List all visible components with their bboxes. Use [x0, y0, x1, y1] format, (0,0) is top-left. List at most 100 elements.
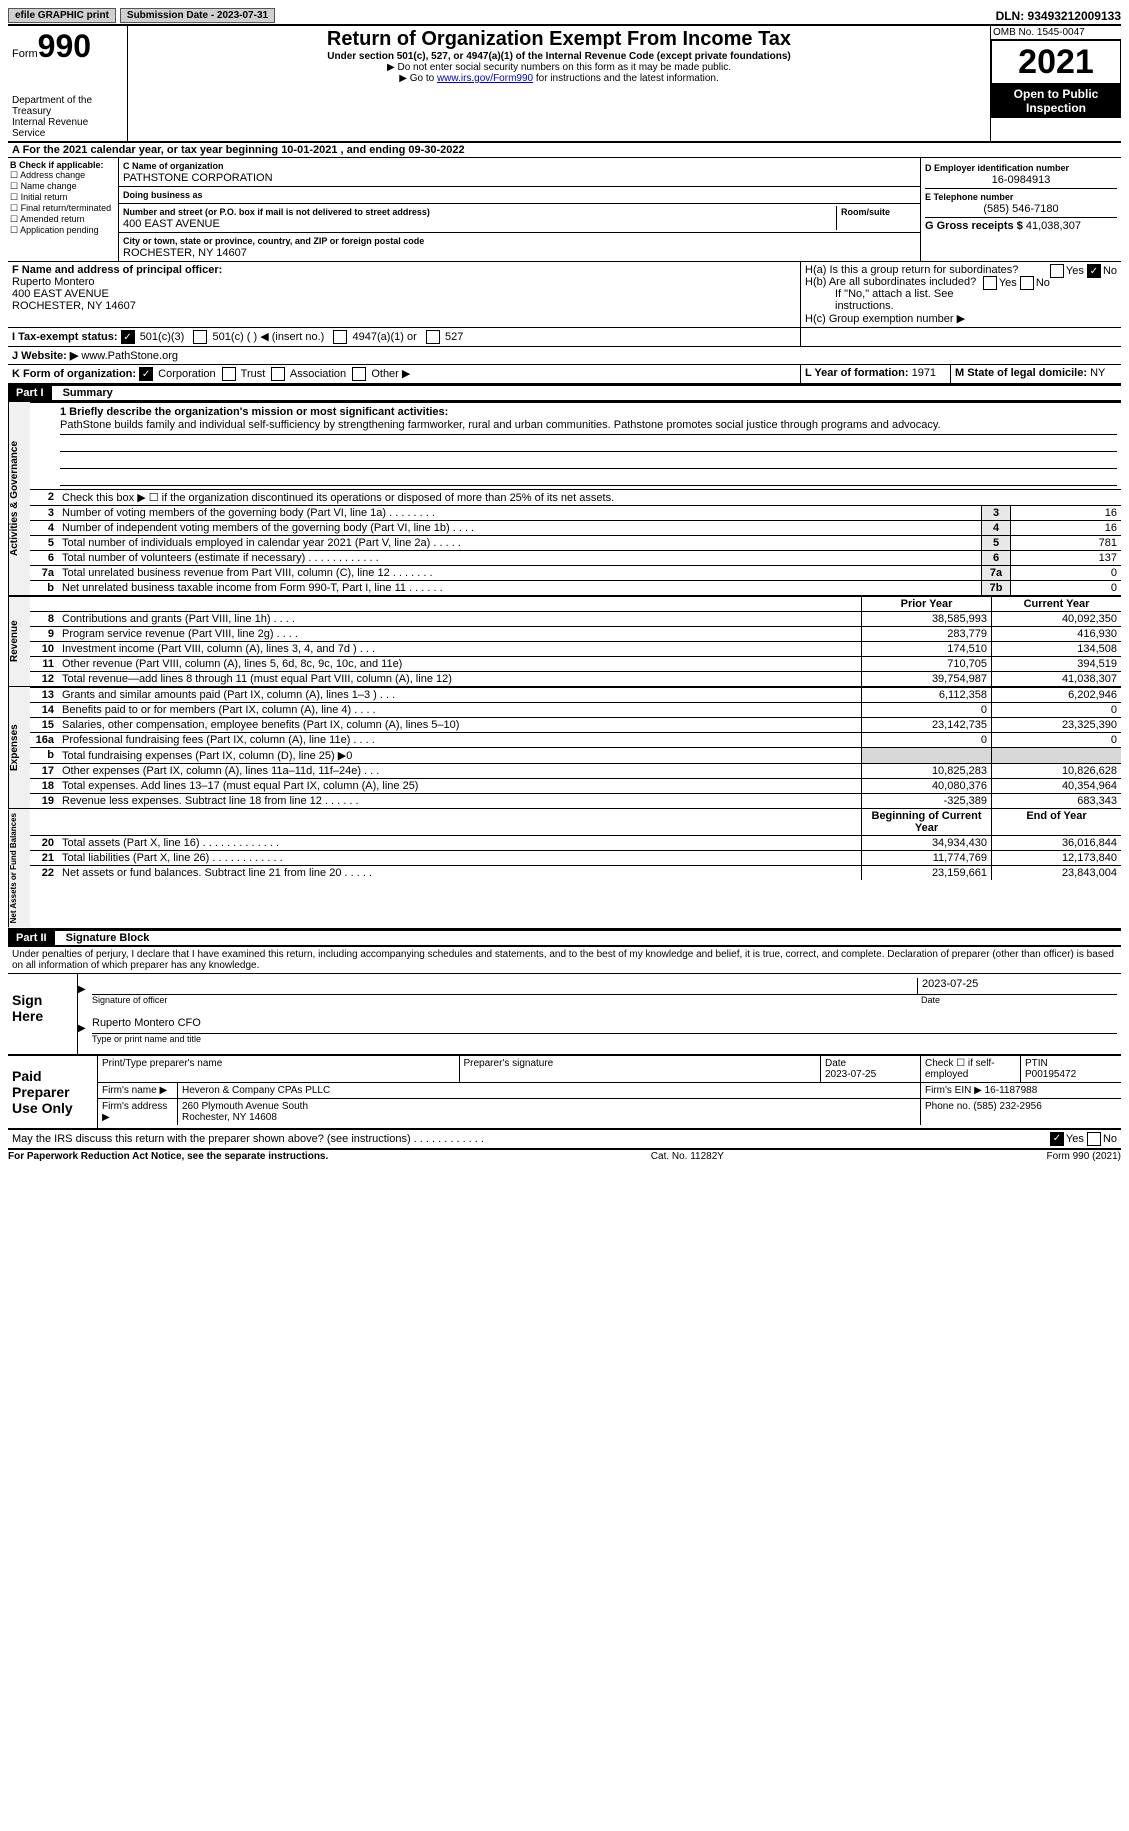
- mission-text: PathStone builds family and individual s…: [60, 418, 1117, 435]
- open-inspection: Open to Public Inspection: [991, 84, 1121, 118]
- mission-blank-2: [60, 452, 1117, 469]
- chk-corp[interactable]: ✓: [139, 367, 153, 381]
- form-subtitle-1: Under section 501(c), 527, or 4947(a)(1)…: [132, 51, 986, 62]
- form-ref: Form 990 (2021): [1047, 1151, 1121, 1162]
- firm-addr2: Rochester, NY 14608: [182, 1112, 277, 1123]
- dba-label: Doing business as: [123, 190, 203, 200]
- sign-date: 2023-07-25: [917, 978, 1117, 994]
- chk-assoc[interactable]: [271, 367, 285, 381]
- irs-label: Internal Revenue Service: [12, 117, 123, 139]
- line2-text: Check this box ▶ ☐ if the organization d…: [58, 490, 1121, 505]
- line-a: A For the 2021 calendar year, or tax yea…: [8, 143, 1121, 158]
- vtab-netassets: Net Assets or Fund Balances: [8, 809, 30, 927]
- chk-4947[interactable]: [333, 330, 347, 344]
- discuss-no[interactable]: [1087, 1132, 1101, 1146]
- firm-name: Heveron & Company CPAs PLLC: [178, 1083, 921, 1098]
- submission-date: Submission Date - 2023-07-31: [120, 8, 275, 23]
- chk-527[interactable]: [426, 330, 440, 344]
- part2-tag: Part II: [8, 931, 55, 945]
- chk-501c3[interactable]: ✓: [121, 330, 135, 344]
- ha-label: H(a) Is this a group return for subordin…: [805, 264, 1018, 276]
- gross-receipts-value: 41,038,307: [1026, 220, 1081, 232]
- chk-initial-return[interactable]: ☐ Initial return: [10, 192, 116, 203]
- part1-tag: Part I: [8, 386, 52, 400]
- ha-yes[interactable]: [1050, 264, 1064, 278]
- phone-label: E Telephone number: [925, 192, 1013, 202]
- hb-no[interactable]: [1020, 276, 1034, 290]
- discuss-preparer: May the IRS discuss this return with the…: [12, 1133, 484, 1145]
- discuss-yes[interactable]: ✓: [1050, 1132, 1064, 1146]
- sign-here-label: Sign Here: [8, 974, 78, 1054]
- hc-label: H(c) Group exemption number ▶: [805, 312, 1117, 325]
- city-label: City or town, state or province, country…: [123, 236, 424, 246]
- hdr-current-year: Current Year: [991, 597, 1121, 611]
- hdr-prior-year: Prior Year: [861, 597, 991, 611]
- chk-amended-return[interactable]: ☐ Amended return: [10, 214, 116, 225]
- firm-ein: 16-1187988: [985, 1085, 1038, 1096]
- chk-other[interactable]: [352, 367, 366, 381]
- org-name: PATHSTONE CORPORATION: [123, 172, 273, 184]
- vtab-activities: Activities & Governance: [8, 402, 30, 595]
- form-title: Return of Organization Exempt From Incom…: [132, 28, 986, 51]
- pra-notice: For Paperwork Reduction Act Notice, see …: [8, 1151, 328, 1162]
- dept-treasury: Department of the Treasury: [12, 95, 123, 117]
- year-formation: 1971: [912, 367, 936, 379]
- chk-trust[interactable]: [222, 367, 236, 381]
- taxexempt-label: I Tax-exempt status:: [12, 331, 118, 343]
- chk-501c[interactable]: [193, 330, 207, 344]
- officer-label: F Name and address of principal officer:: [12, 264, 222, 276]
- officer-name: Ruperto Montero: [12, 276, 95, 288]
- pt-name-label: Print/Type preparer's name: [98, 1056, 460, 1082]
- officer-addr2: ROCHESTER, NY 14607: [12, 300, 136, 312]
- chk-final-return[interactable]: ☐ Final return/terminated: [10, 203, 116, 214]
- col-b-header: B Check if applicable:: [10, 160, 116, 170]
- hdr-beg-year: Beginning of Current Year: [861, 809, 991, 835]
- domicile-label: M State of legal domicile:: [955, 367, 1087, 379]
- form-number: 990: [38, 28, 91, 64]
- form-label: Form: [12, 48, 38, 60]
- chk-app-pending[interactable]: ☐ Application pending: [10, 225, 116, 236]
- pt-sig-label: Preparer's signature: [460, 1056, 822, 1082]
- vtab-expenses: Expenses: [8, 687, 30, 808]
- cat-no: Cat. No. 11282Y: [328, 1151, 1046, 1162]
- firm-addr1: 260 Plymouth Avenue South: [182, 1101, 308, 1112]
- website-label: J Website: ▶: [12, 350, 78, 362]
- ha-no[interactable]: ✓: [1087, 264, 1101, 278]
- omb-number: OMB No. 1545-0047: [991, 26, 1121, 40]
- mission-blank-3: [60, 469, 1117, 486]
- addr-label: Number and street (or P.O. box if mail i…: [123, 207, 430, 217]
- sig-officer-label: Signature of officer: [92, 995, 917, 1011]
- ein-label: D Employer identification number: [925, 163, 1069, 173]
- org-city: ROCHESTER, NY 14607: [123, 247, 247, 259]
- chk-name-change[interactable]: ☐ Name change: [10, 181, 116, 192]
- org-address: 400 EAST AVENUE: [123, 218, 220, 230]
- domicile-value: NY: [1090, 367, 1105, 379]
- part1-title: Summary: [55, 387, 113, 399]
- line1-label: 1 Briefly describe the organization's mi…: [60, 406, 448, 418]
- tax-year: 2021: [991, 40, 1121, 84]
- sig-date-label: Date: [917, 995, 1117, 1011]
- penalty-text: Under penalties of perjury, I declare th…: [8, 947, 1121, 974]
- year-formation-label: L Year of formation:: [805, 367, 909, 379]
- gross-receipts-label: G Gross receipts $: [925, 220, 1023, 232]
- firm-addr-label: Firm's address ▶: [98, 1099, 178, 1125]
- efile-print-button[interactable]: efile GRAPHIC print: [8, 8, 116, 23]
- name-title-label: Type or print name and title: [92, 1034, 1117, 1044]
- room-label: Room/suite: [841, 207, 890, 217]
- firm-name-label: Firm's name ▶: [98, 1083, 178, 1098]
- hb-note: If "No," attach a list. See instructions…: [805, 288, 1117, 312]
- pt-date: 2023-07-25: [825, 1069, 876, 1080]
- form990-link[interactable]: www.irs.gov/Form990: [437, 73, 533, 84]
- chk-address-change[interactable]: ☐ Address change: [10, 170, 116, 181]
- preparer-label: Paid Preparer Use Only: [8, 1056, 98, 1128]
- hdr-end-year: End of Year: [991, 809, 1121, 835]
- ein-value: 16-0984913: [925, 174, 1117, 186]
- form-subtitle-3: ▶ Go to www.irs.gov/Form990 for instruct…: [132, 73, 986, 84]
- part2-title: Signature Block: [58, 932, 150, 944]
- ptin-value: P00195472: [1025, 1069, 1076, 1080]
- self-employed-chk[interactable]: Check ☐ if self-employed: [921, 1056, 1021, 1082]
- officer-name-title: Ruperto Montero CFO: [92, 1017, 1117, 1033]
- hb-label: H(b) Are all subordinates included?: [805, 276, 976, 288]
- hb-yes[interactable]: [983, 276, 997, 290]
- col-c-label: C Name of organization: [123, 161, 224, 171]
